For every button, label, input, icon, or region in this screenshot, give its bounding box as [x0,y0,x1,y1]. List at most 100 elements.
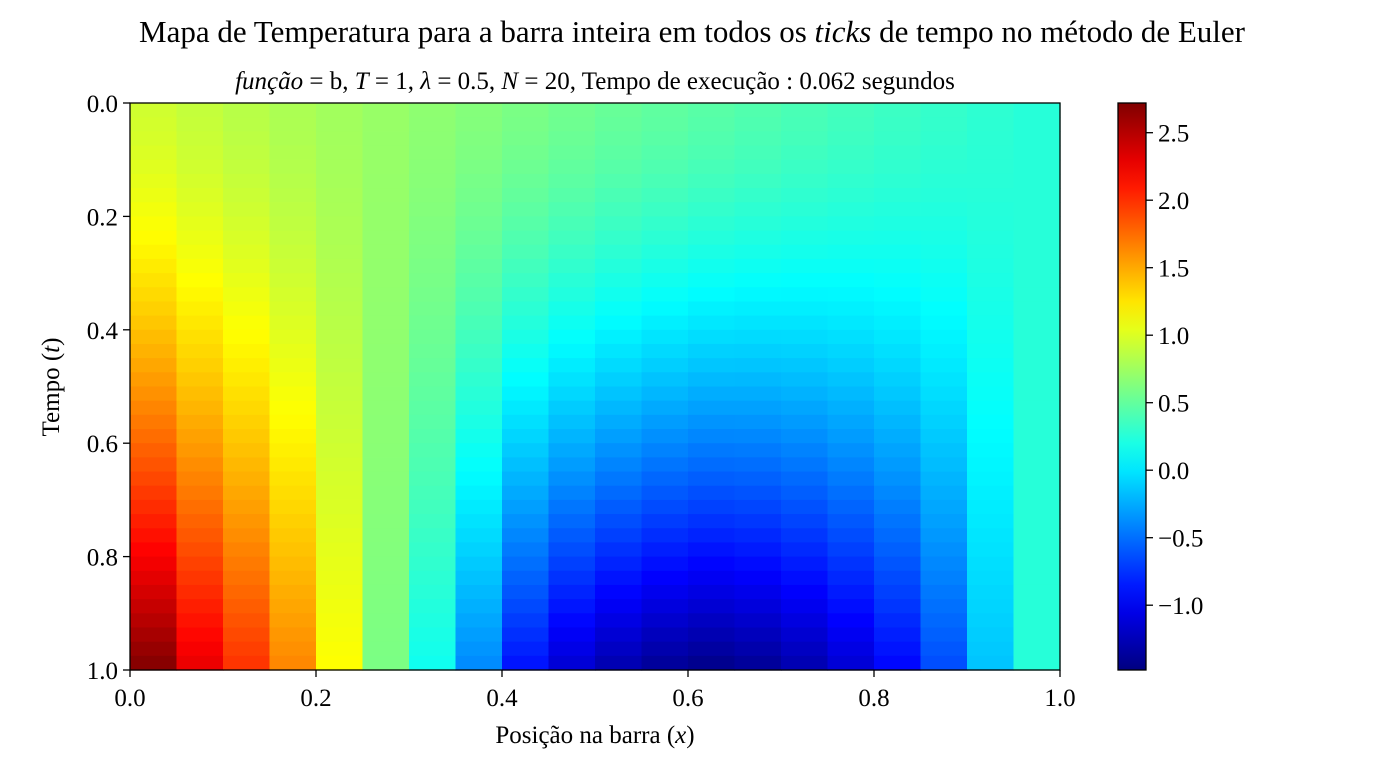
heatmap-cell [1013,244,1061,260]
heatmap-cell [734,202,782,218]
heatmap-cell [176,244,224,260]
heatmap-cell [362,429,410,444]
heatmap-cell [920,584,968,600]
heatmap-cell [130,145,178,161]
heatmap-cell [362,641,410,657]
heatmap-cell [455,613,503,629]
heatmap-cell [362,131,410,147]
heatmap-cell [409,443,457,458]
heatmap-cell [316,641,364,657]
heatmap-cell [455,202,503,218]
heatmap-cell [595,159,643,175]
heatmap-cell [455,343,503,359]
heatmap-cell [920,103,968,118]
colorbar-tick-label: −0.5 [1158,526,1203,553]
heatmap-cell [130,400,178,416]
heatmap-cell [316,202,364,218]
heatmap-cell [223,287,271,303]
heatmap-cell [176,400,224,416]
heatmap-cell [223,159,271,175]
heatmap-cell [502,103,550,118]
heatmap-cell [223,613,271,629]
heatmap-cell [734,244,782,260]
heatmap-cell [548,258,596,274]
heatmap-cell [781,556,829,572]
heatmap-cell [455,216,503,232]
heatmap-cell [920,131,968,147]
heatmap-cell [641,202,689,218]
heatmap-cell [874,613,922,629]
heatmap-cell [920,499,968,515]
heatmap-cell [641,386,689,402]
heatmap-cell [920,641,968,657]
heatmap-cell [874,599,922,614]
heatmap-cell [176,386,224,402]
heatmap-cell [223,400,271,416]
heatmap-cell [176,173,224,189]
heatmap-cell [641,287,689,303]
heatmap-cell [316,145,364,161]
heatmap-cell [409,471,457,487]
heatmap-cell [641,230,689,246]
heatmap-cell [316,570,364,586]
heatmap-cell [595,173,643,189]
heatmap-cell [1013,173,1061,189]
heatmap-cell [734,641,782,657]
heatmap-cell [641,273,689,288]
heatmap-cell [223,457,271,473]
heatmap-cell [920,173,968,189]
heatmap-cell [502,514,550,529]
heatmap-cell [688,273,736,288]
heatmap-cell [781,372,829,388]
heatmap-cell [269,613,317,629]
heatmap-cell [548,556,596,572]
heatmap-cell [734,329,782,345]
colorbar-ticks: −1.0 −0.5 0.0 0.5 1.0 1.5 2.0 2.5 [1146,121,1203,620]
heatmap-cell [362,287,410,303]
heatmap-cell [130,202,178,218]
heatmap-cell [130,443,178,458]
heatmap-cell [502,429,550,444]
heatmap-cell [269,159,317,175]
heatmap-cell [967,414,1015,430]
heatmap-cell [362,599,410,614]
heatmap-cell [502,499,550,515]
heatmap-cell [176,528,224,544]
heatmap-cell [920,216,968,232]
heatmap-cell [362,556,410,572]
heatmap-cell [130,273,178,288]
heatmap-cell [967,301,1015,317]
heatmap-cell [316,372,364,388]
heatmap-cell [734,514,782,529]
heatmap-cell [130,655,178,671]
heatmap-cell [595,499,643,515]
heatmap-cell [269,528,317,544]
heatmap-cell [920,159,968,175]
heatmap-cell [362,542,410,558]
heatmap-cell [176,570,224,586]
heatmap-cell [967,173,1015,189]
heatmap-cell [362,400,410,416]
heatmap-cell [781,244,829,260]
heatmap-cell [1013,542,1061,558]
heatmap-cell [967,514,1015,529]
heatmap-cell [316,343,364,359]
heatmap-cell [455,414,503,430]
heatmap-cell [409,528,457,544]
heatmap-cell [688,202,736,218]
heatmap-cell [920,244,968,260]
heatmap-cell [269,655,317,671]
heatmap-cell [502,443,550,458]
heatmap-cell [548,188,596,203]
heatmap-cell [1013,386,1061,402]
heatmap-cell [502,258,550,274]
heatmap-cell [502,471,550,487]
heatmap-cell [362,244,410,260]
heatmap-cell [548,471,596,487]
heatmap-cell [362,230,410,246]
heatmap-cell [1013,414,1061,430]
heatmap-cell [316,429,364,444]
heatmap-cell [920,485,968,501]
heatmap-cell [781,145,829,161]
heatmap-cell [223,358,271,373]
